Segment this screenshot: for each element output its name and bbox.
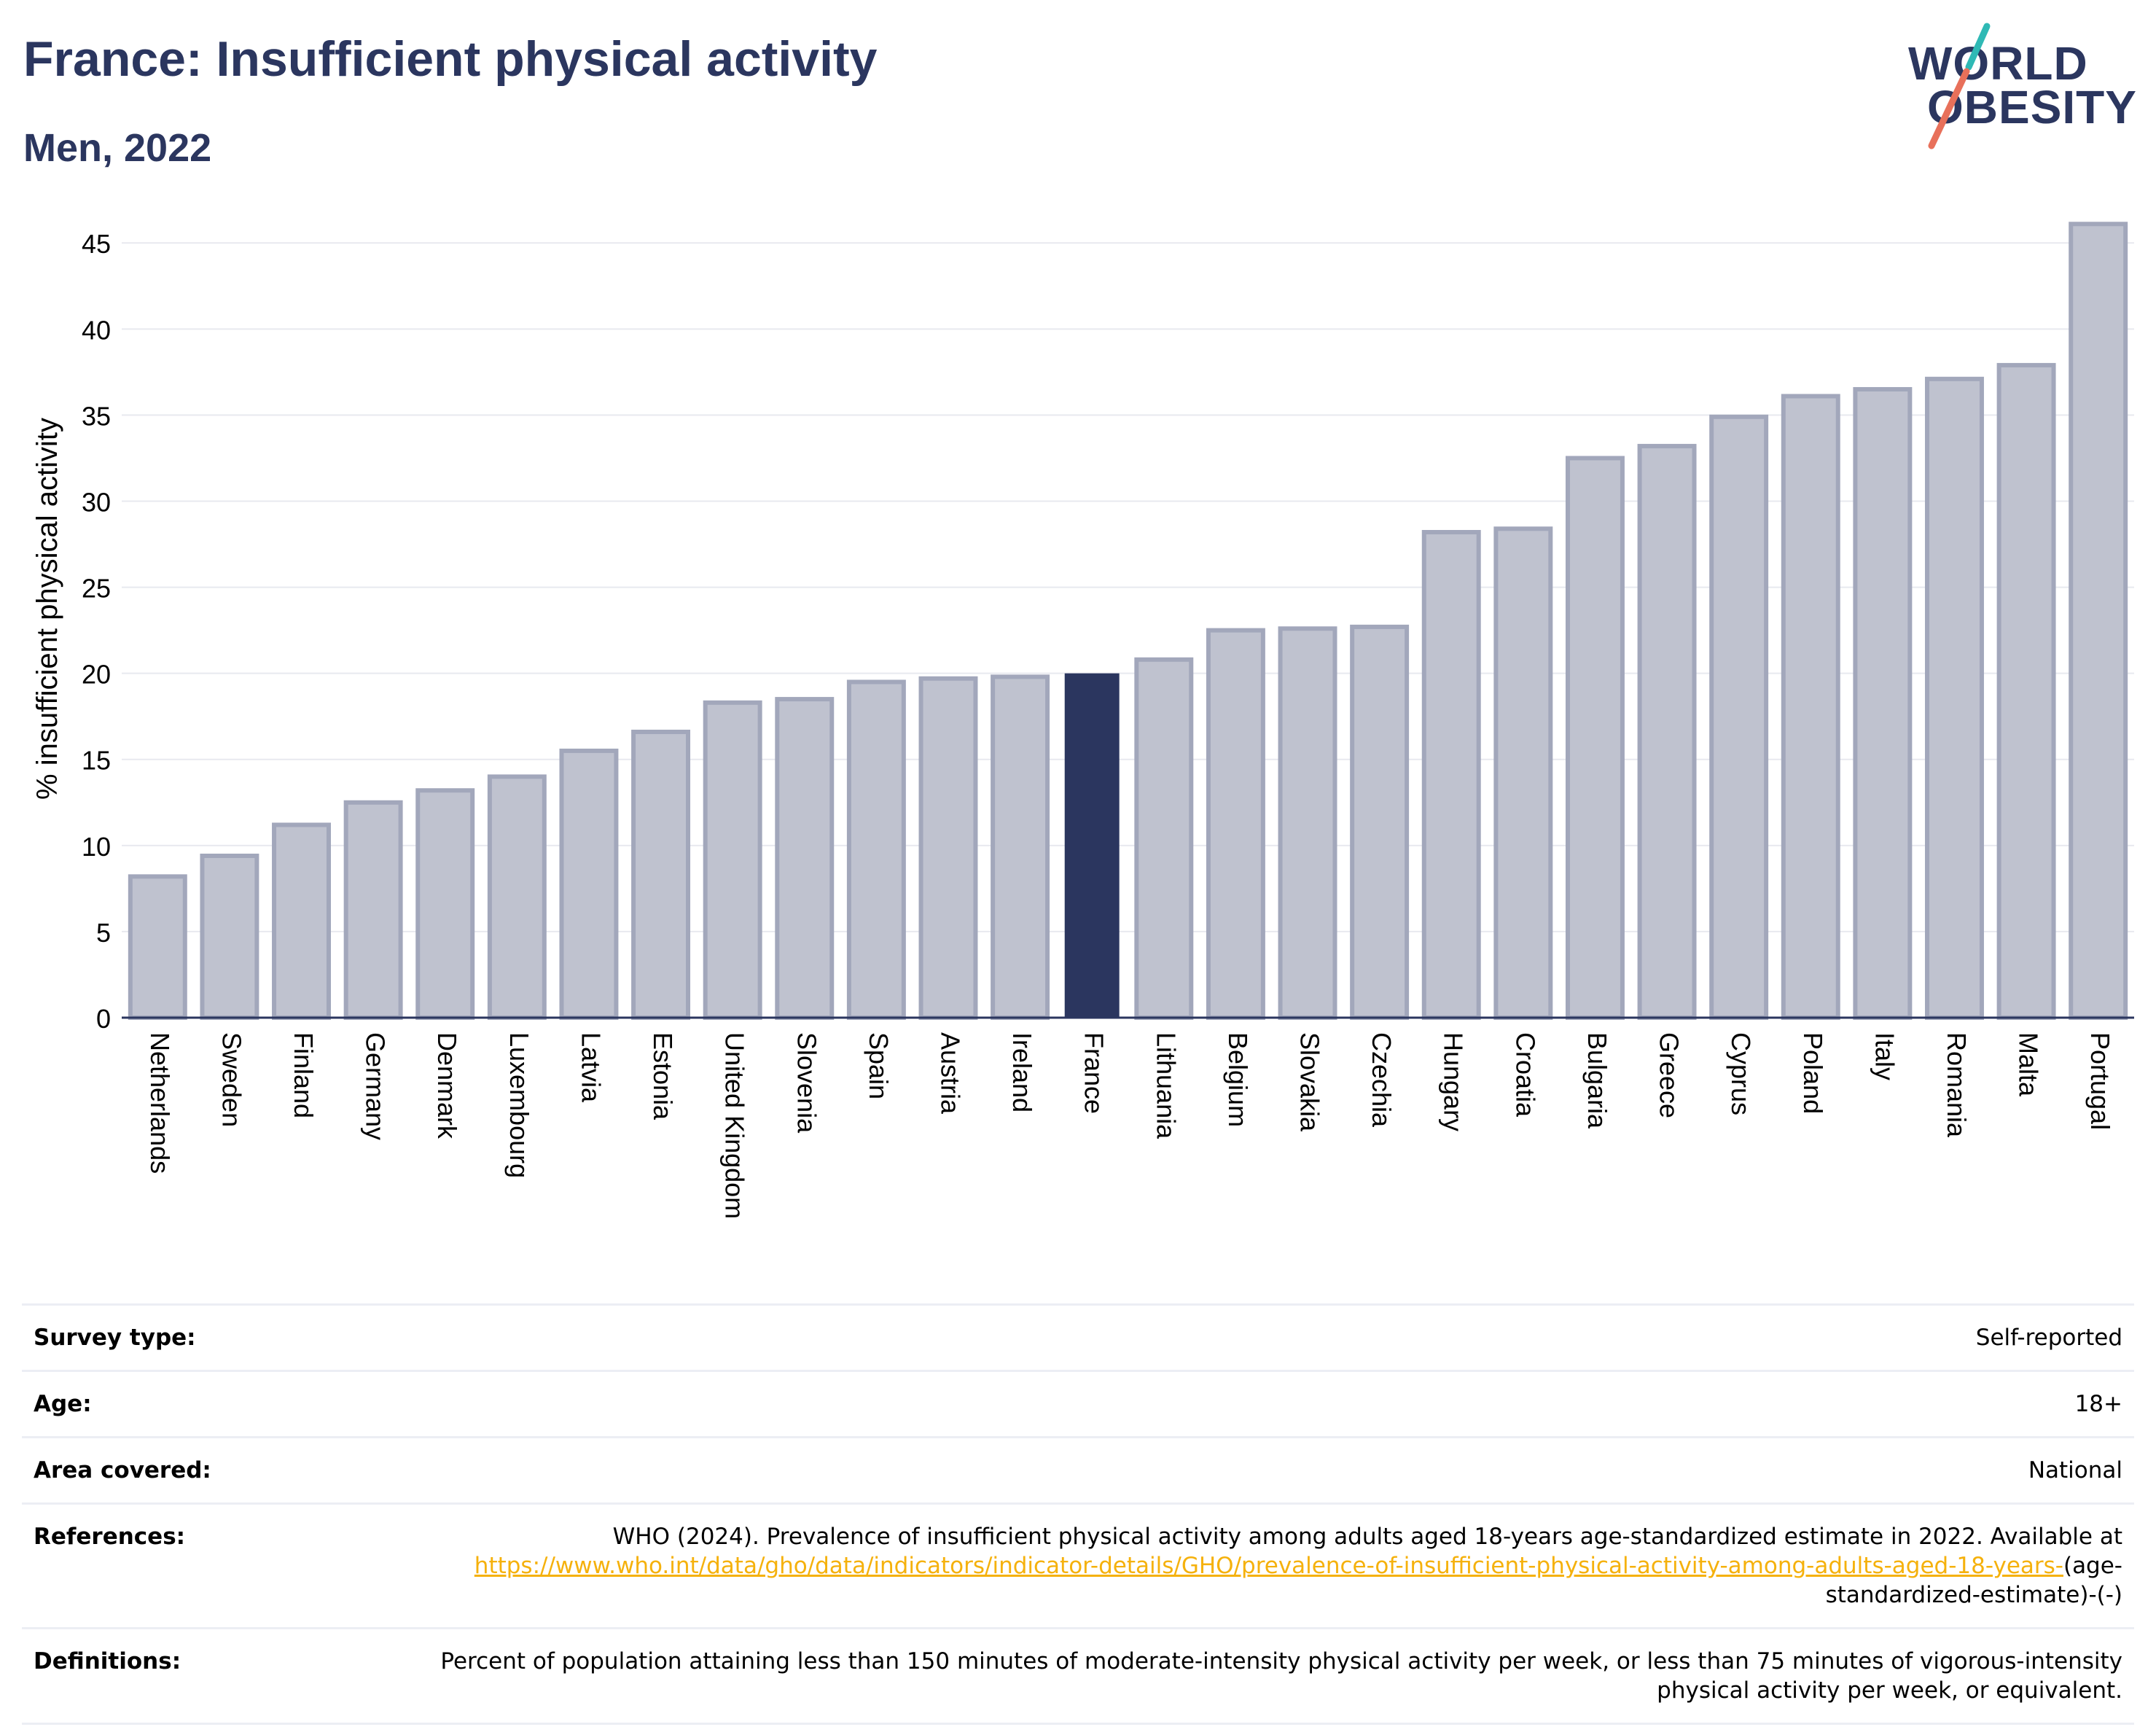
references-text: WHO (2024). Prevalence of insufficient p… (612, 1524, 2122, 1550)
definitions-value: Percent of population attaining less tha… (440, 1648, 2122, 1704)
x-tick-label: Germany (361, 1032, 391, 1140)
y-axis: 0 5 10 15 20 25 30 35 40 45 (82, 229, 111, 1034)
x-tick-label: Estonia (648, 1032, 678, 1120)
bar-ireland (991, 674, 1050, 1021)
x-tick-label: Poland (1798, 1032, 1828, 1114)
x-tick-label: Hungary (1439, 1032, 1469, 1131)
x-tick-label: Austria (935, 1032, 965, 1115)
y-axis-label: % insufficient physical activity (31, 418, 63, 800)
references-suffix: (age-standardized-estimate)-(-) (1825, 1553, 2122, 1608)
bar-chart: 0 5 10 15 20 25 30 35 40 45 Netherlands Sweden Finl… (31, 222, 2134, 1219)
bar-finland (272, 822, 331, 1021)
bar-lithuania (1134, 657, 1194, 1020)
definitions-row: Definitions: Percent of population attai… (22, 1627, 2134, 1725)
chart-title: France: Insufficient physical activity (23, 31, 878, 87)
x-tick-label: Ireland (1007, 1032, 1037, 1112)
bar-italy (1853, 386, 1913, 1021)
area-label: Area covered: (34, 1457, 211, 1483)
y-tick-label: 10 (82, 832, 111, 862)
age-label: Age: (34, 1391, 92, 1417)
bar-slovakia (1278, 626, 1337, 1020)
survey-type-value: Self-reported (1975, 1325, 2122, 1351)
x-tick-label: France (1079, 1032, 1109, 1114)
bar-netherlands (128, 874, 187, 1021)
bar-austria (918, 676, 978, 1020)
y-tick-label: 45 (82, 229, 111, 259)
x-tick-label: Finland (289, 1032, 319, 1118)
bar-sweden (200, 854, 259, 1020)
y-tick-label: 35 (82, 401, 111, 431)
x-tick-label: Slovakia (1295, 1032, 1325, 1132)
area-value: National (2028, 1457, 2122, 1483)
bar-greece (1637, 443, 1697, 1020)
references-link[interactable]: https://www.who.int/data/gho/data/indica… (474, 1553, 2063, 1579)
y-tick-label: 30 (82, 487, 111, 517)
x-axis: Netherlands Sweden Finland Germany Denmark Lu… (122, 1016, 2134, 1219)
x-tick-label: Latvia (576, 1032, 606, 1103)
bar-bulgaria (1565, 456, 1625, 1020)
x-tick-label: Lithuania (1151, 1032, 1181, 1139)
survey-type-label: Survey type: (34, 1325, 196, 1351)
x-tick-label: Denmark (432, 1032, 462, 1139)
survey-type-row: Survey type: Self-reported (22, 1303, 2134, 1370)
y-tick-label: 20 (82, 660, 111, 690)
bar-belgium (1206, 628, 1265, 1020)
y-tick-label: 15 (82, 746, 111, 776)
y-tick-label: 5 (96, 918, 111, 948)
bar-portugal (2069, 222, 2128, 1020)
references-label: References: (34, 1524, 186, 1550)
bar-croatia (1493, 526, 1553, 1020)
bar-luxembourg (487, 774, 547, 1020)
x-tick-label: Cyprus (1726, 1032, 1756, 1115)
x-tick-label: Spain (864, 1032, 894, 1099)
x-tick-label: Romania (1942, 1032, 1972, 1138)
bar-spain (846, 679, 906, 1020)
bar-latvia (559, 748, 619, 1020)
age-row: Age: 18+ (22, 1370, 2134, 1436)
world-obesity-logo: WORLD OBESITY (1895, 22, 2143, 153)
bar-estonia (631, 729, 691, 1020)
bar-malta (1996, 362, 2056, 1020)
bar-germany (343, 800, 403, 1020)
bar-hungary (1421, 530, 1481, 1020)
references-row: References: WHO (2024). Prevalence of in… (22, 1502, 2134, 1627)
bar-romania (1925, 376, 1984, 1020)
y-tick-label: 40 (82, 315, 111, 345)
area-row: Area covered: National (22, 1436, 2134, 1502)
bar-denmark (415, 788, 475, 1020)
logo-line-2: OBESITY (1927, 81, 2137, 133)
bar-slovenia (775, 697, 835, 1020)
y-tick-label: 25 (82, 574, 111, 604)
bar-czechia (1350, 624, 1410, 1020)
age-value: 18+ (2074, 1391, 2122, 1417)
definitions-label: Definitions: (34, 1648, 181, 1674)
info-table: Survey type: Self-reported Age: 18+ Area… (22, 1303, 2134, 1725)
x-tick-label: Czechia (1367, 1032, 1397, 1128)
x-tick-label: Belgium (1223, 1032, 1253, 1127)
x-tick-label: Luxembourg (504, 1032, 534, 1178)
x-tick-label: Croatia (1510, 1032, 1540, 1118)
chart-subtitle: Men, 2022 (23, 126, 212, 170)
x-tick-label: Greece (1655, 1032, 1684, 1118)
x-tick-label: Slovenia (792, 1032, 821, 1134)
logo-line-1: WORLD (1908, 37, 2088, 90)
x-tick-label: Bulgaria (1582, 1032, 1612, 1129)
x-tick-label: Sweden (216, 1032, 246, 1127)
bars (128, 222, 2128, 1021)
x-tick-label: Malta (2014, 1032, 2044, 1097)
y-tick-label: 0 (96, 1004, 111, 1034)
bar-poland (1781, 394, 1840, 1020)
x-tick-label: Portugal (2085, 1032, 2115, 1130)
logo-slash-icon (1928, 23, 1991, 149)
bar-france (1064, 673, 1120, 1018)
bar-united-kingdom (703, 700, 762, 1021)
x-tick-label: United Kingdom (720, 1032, 750, 1219)
references-value: WHO (2024). Prevalence of insufficient p… (373, 1522, 2122, 1610)
x-tick-label: Netherlands (145, 1032, 175, 1174)
x-tick-label: Italy (1870, 1032, 1899, 1080)
bar-cyprus (1709, 414, 1769, 1021)
